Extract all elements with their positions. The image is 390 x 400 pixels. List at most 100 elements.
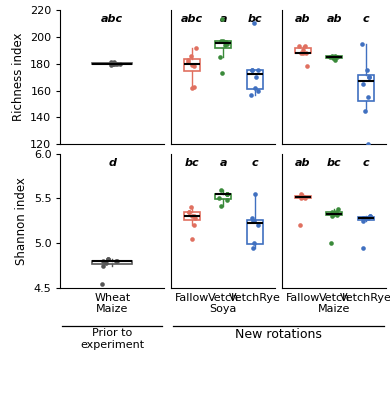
Point bbox=[300, 50, 306, 56]
Point bbox=[185, 56, 191, 63]
Text: bc: bc bbox=[247, 14, 262, 24]
Point bbox=[329, 209, 335, 215]
Text: New rotations: New rotations bbox=[235, 328, 322, 341]
Point bbox=[255, 222, 261, 228]
Point bbox=[365, 94, 371, 100]
Text: ab: ab bbox=[295, 14, 310, 24]
Point bbox=[191, 222, 197, 228]
Point bbox=[105, 256, 111, 262]
PathPatch shape bbox=[326, 56, 342, 58]
Point bbox=[250, 218, 256, 224]
Point bbox=[220, 38, 226, 44]
Point bbox=[117, 60, 124, 67]
Point bbox=[365, 74, 372, 80]
Point bbox=[103, 260, 109, 266]
Point bbox=[222, 42, 228, 48]
Point bbox=[252, 85, 258, 91]
PathPatch shape bbox=[247, 70, 262, 88]
Point bbox=[216, 195, 223, 202]
Point bbox=[333, 211, 340, 218]
Point bbox=[188, 52, 195, 59]
Text: a: a bbox=[220, 14, 227, 24]
Point bbox=[251, 20, 257, 27]
Point bbox=[216, 54, 223, 60]
Point bbox=[248, 92, 254, 98]
Point bbox=[224, 197, 230, 204]
Point bbox=[251, 218, 257, 224]
Point bbox=[359, 40, 365, 47]
Point bbox=[329, 213, 335, 220]
Point bbox=[224, 191, 230, 197]
Point bbox=[250, 244, 256, 251]
Text: abc: abc bbox=[181, 14, 203, 24]
Point bbox=[218, 16, 225, 23]
Point bbox=[249, 67, 255, 74]
Point bbox=[191, 215, 198, 221]
PathPatch shape bbox=[184, 212, 200, 220]
PathPatch shape bbox=[215, 41, 231, 48]
Y-axis label: Richness index: Richness index bbox=[12, 33, 25, 121]
Point bbox=[365, 141, 371, 148]
Point bbox=[249, 67, 255, 74]
Point bbox=[364, 67, 370, 74]
Text: d: d bbox=[108, 158, 116, 168]
Point bbox=[328, 240, 334, 246]
Point bbox=[224, 191, 230, 197]
Point bbox=[332, 56, 338, 63]
Text: ab: ab bbox=[326, 14, 342, 24]
Point bbox=[249, 215, 255, 221]
Point bbox=[329, 52, 335, 59]
Point bbox=[108, 59, 114, 66]
Y-axis label: Shannon index: Shannon index bbox=[15, 177, 28, 265]
Point bbox=[191, 83, 197, 90]
Point bbox=[99, 280, 106, 287]
Point bbox=[298, 192, 304, 199]
Text: c: c bbox=[252, 158, 258, 168]
PathPatch shape bbox=[295, 48, 311, 53]
Point bbox=[223, 39, 229, 46]
Point bbox=[333, 209, 339, 215]
Point bbox=[186, 209, 192, 215]
Text: bc: bc bbox=[327, 158, 342, 168]
Point bbox=[301, 194, 307, 200]
Point bbox=[333, 210, 339, 217]
PathPatch shape bbox=[295, 196, 311, 198]
Point bbox=[335, 206, 341, 212]
Point bbox=[365, 215, 371, 221]
Point bbox=[255, 67, 261, 74]
Text: abc: abc bbox=[101, 14, 123, 24]
Point bbox=[113, 258, 119, 264]
Point bbox=[255, 87, 262, 94]
Point bbox=[303, 63, 310, 70]
Point bbox=[254, 296, 261, 302]
Point bbox=[360, 81, 367, 87]
Point bbox=[298, 50, 304, 56]
Point bbox=[191, 63, 197, 70]
Point bbox=[300, 47, 306, 54]
Point bbox=[333, 54, 340, 60]
Point bbox=[110, 60, 116, 67]
Point bbox=[189, 85, 195, 91]
Point bbox=[105, 256, 111, 262]
Text: bc: bc bbox=[184, 158, 199, 168]
PathPatch shape bbox=[358, 76, 374, 101]
Point bbox=[193, 44, 199, 51]
Text: c: c bbox=[362, 14, 369, 24]
Point bbox=[296, 222, 303, 228]
Point bbox=[224, 191, 230, 197]
Point bbox=[296, 43, 302, 50]
Point bbox=[303, 50, 309, 56]
Point bbox=[361, 215, 367, 221]
Point bbox=[367, 213, 373, 220]
Text: ab: ab bbox=[295, 158, 310, 168]
Point bbox=[185, 59, 191, 66]
Point bbox=[332, 52, 338, 59]
Point bbox=[189, 62, 195, 68]
Point bbox=[330, 55, 336, 62]
PathPatch shape bbox=[92, 261, 132, 264]
Point bbox=[223, 40, 230, 47]
Point bbox=[108, 62, 114, 68]
Point bbox=[360, 218, 367, 224]
PathPatch shape bbox=[184, 59, 200, 72]
Point bbox=[114, 258, 120, 264]
